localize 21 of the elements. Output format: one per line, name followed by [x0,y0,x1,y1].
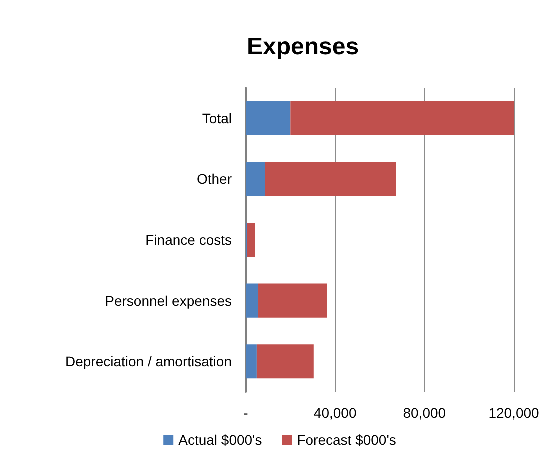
bar [246,344,257,379]
x-tick-label: - [244,405,249,421]
legend-label: Forecast $000's [297,432,396,448]
y-tick-label: Personnel expenses [105,292,232,309]
x-tick-label: 40,000 [314,405,357,421]
x-tick-label: 80,000 [403,405,446,421]
bar [256,344,314,379]
bar [258,284,328,318]
x-tick-label: 120,000 [488,405,540,421]
bar [290,101,514,136]
chart-title: Expenses [246,34,360,60]
bar [247,222,256,258]
bar [246,162,266,196]
y-tick-label: Depreciation / amortisation [65,354,232,370]
bar [265,162,396,196]
y-tick-label: Other [196,171,232,188]
bar [246,284,259,318]
bar [246,101,291,136]
y-tick-label: Finance costs [146,232,232,248]
y-tick-label: Total [202,110,232,126]
legend-label: Actual $000's [178,432,262,448]
